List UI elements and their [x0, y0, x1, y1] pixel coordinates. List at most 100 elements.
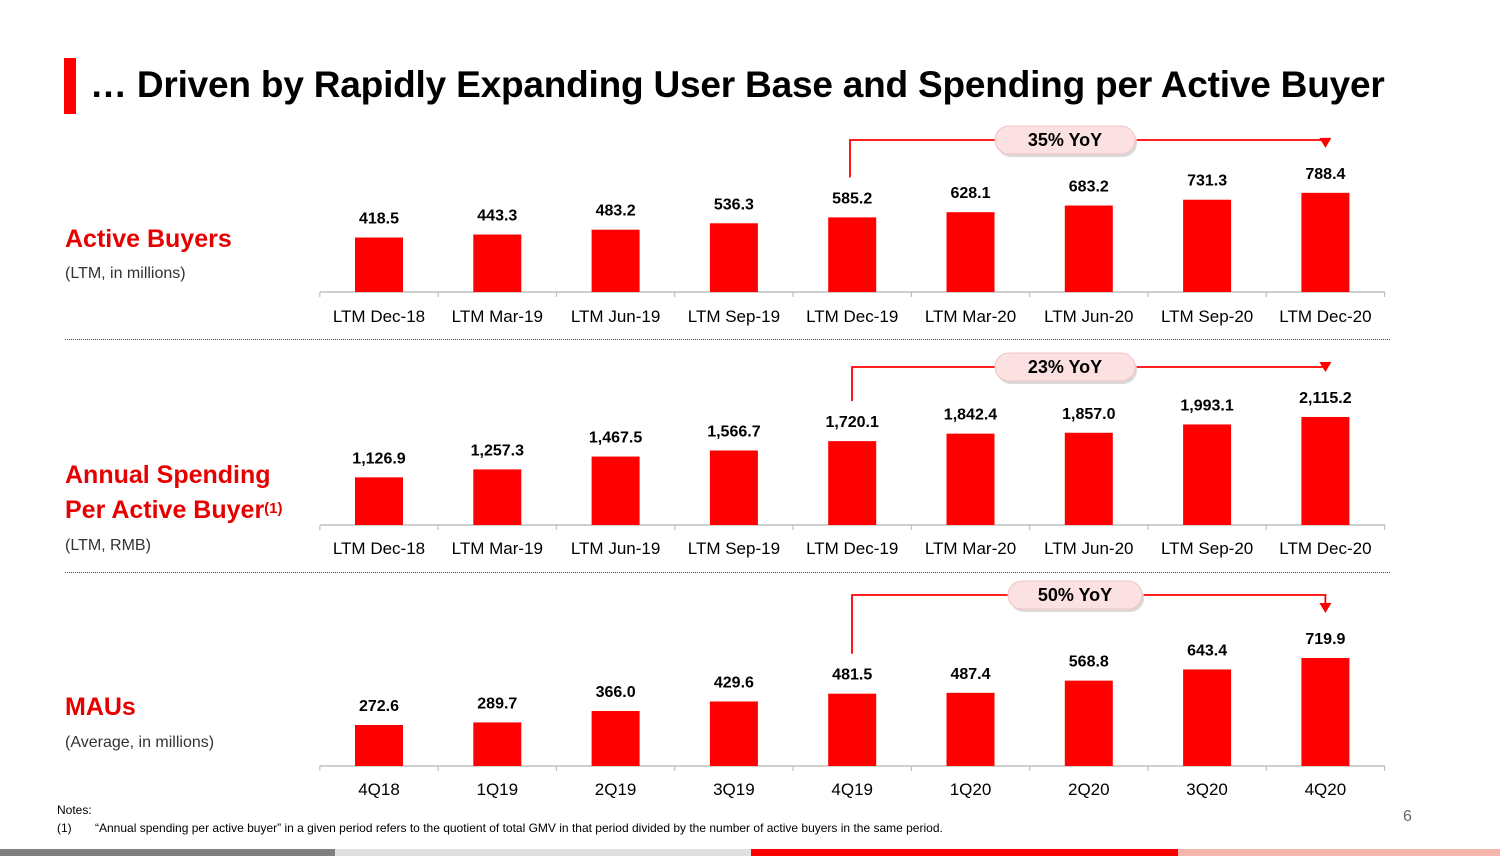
page-title: … Driven by Rapidly Expanding User Base … — [90, 64, 1385, 105]
x-tick-label: 2Q20 — [1068, 780, 1110, 799]
data-label: 731.3 — [1187, 173, 1227, 190]
title-accent-bar — [64, 58, 76, 114]
bar — [591, 229, 640, 292]
x-tick-label: LTM Dec-20 — [1279, 307, 1371, 326]
bar — [828, 693, 877, 766]
bar — [946, 433, 995, 525]
data-label: 683.2 — [1069, 179, 1109, 196]
yoy-pill — [994, 352, 1136, 382]
x-tick-label: 4Q19 — [831, 780, 873, 799]
bar — [473, 722, 522, 766]
notes-marker: (1) — [57, 821, 72, 835]
section-divider — [65, 339, 1390, 340]
notes-heading: Notes: — [57, 803, 92, 817]
x-tick-label: 2Q19 — [595, 780, 637, 799]
x-tick-label: LTM Sep-19 — [688, 539, 780, 558]
data-label: 536.3 — [714, 196, 754, 213]
bar — [1064, 432, 1113, 525]
x-tick-label: LTM Mar-20 — [925, 539, 1016, 558]
section-title-line2: Per Active Buyer(1) — [65, 496, 283, 524]
x-tick-label: LTM Jun-19 — [571, 307, 660, 326]
bar — [828, 441, 877, 525]
x-tick-label: LTM Dec-19 — [806, 307, 898, 326]
data-label: 2,115.2 — [1299, 390, 1352, 407]
section-title-maus: MAUs — [65, 693, 136, 721]
section-title-annual-spending: Annual Spending Per Active Buyer(1) — [65, 458, 283, 528]
footer-bar-red — [751, 849, 1178, 856]
bar — [709, 701, 758, 766]
data-label: 487.4 — [950, 666, 990, 683]
yoy-label: 23% YoY — [1028, 357, 1102, 377]
bar — [355, 725, 403, 766]
bar — [1183, 199, 1232, 292]
x-tick-label: LTM Sep-19 — [688, 307, 780, 326]
yoy-label: 50% YoY — [1038, 585, 1112, 605]
data-label: 443.3 — [477, 208, 517, 225]
x-tick-label: 4Q20 — [1305, 780, 1347, 799]
x-tick-label: LTM Sep-20 — [1161, 307, 1253, 326]
yoy-arrowhead — [1319, 603, 1332, 613]
notes-text: “Annual spending per active buyer” in a … — [95, 821, 943, 835]
bar — [1301, 658, 1350, 766]
data-label: 272.6 — [359, 698, 399, 715]
data-label: 1,126.9 — [352, 450, 405, 467]
data-label: 483.2 — [596, 203, 636, 220]
x-tick-label: 3Q20 — [1186, 780, 1228, 799]
bar — [946, 692, 995, 766]
bar — [1183, 669, 1232, 766]
data-label: 418.5 — [359, 211, 399, 228]
x-tick-label: 1Q19 — [477, 780, 519, 799]
bar — [1301, 192, 1350, 292]
x-tick-label: 3Q19 — [713, 780, 755, 799]
section-divider — [65, 572, 1390, 573]
bar — [709, 450, 758, 525]
x-tick-label: LTM Jun-19 — [571, 539, 660, 558]
data-label: 788.4 — [1305, 166, 1345, 183]
yoy-arrowhead — [1319, 361, 1332, 372]
footer-bar-pink — [1178, 849, 1500, 856]
yoy-label: 35% YoY — [1028, 130, 1102, 150]
x-tick-label: LTM Dec-20 — [1279, 539, 1371, 558]
bar — [946, 212, 995, 292]
bar — [828, 217, 877, 292]
footer-bar-gray — [0, 849, 335, 856]
bar — [355, 477, 403, 525]
x-tick-label: LTM Dec-18 — [333, 539, 425, 558]
data-label: 1,257.3 — [471, 442, 524, 459]
x-tick-label: LTM Dec-18 — [333, 307, 425, 326]
x-tick-label: LTM Mar-20 — [925, 307, 1016, 326]
data-label: 643.4 — [1187, 642, 1227, 659]
yoy-arrowhead — [1319, 137, 1332, 148]
bar — [1064, 680, 1113, 766]
bar — [1301, 416, 1350, 525]
x-tick-label: LTM Mar-19 — [452, 307, 543, 326]
x-tick-label: LTM Mar-19 — [452, 539, 543, 558]
data-label: 568.8 — [1069, 654, 1109, 671]
yoy-pill — [994, 125, 1136, 155]
bar — [1183, 424, 1232, 525]
data-label: 1,857.0 — [1062, 406, 1115, 423]
x-tick-label: 4Q18 — [358, 780, 400, 799]
yoy-pill — [1007, 580, 1143, 610]
footer-bar-light — [335, 849, 751, 856]
bar — [591, 711, 640, 766]
data-label: 585.2 — [832, 190, 872, 207]
bar — [1064, 205, 1113, 292]
bar — [473, 469, 522, 525]
x-tick-label: LTM Jun-20 — [1044, 539, 1133, 558]
data-label: 1,993.1 — [1180, 397, 1233, 414]
section-title-line1: Annual Spending — [65, 461, 271, 489]
section-subtitle-annual-spending: (LTM, RMB) — [65, 537, 151, 554]
page-number: 6 — [1403, 808, 1412, 825]
bar — [591, 456, 640, 525]
footnote-marker: (1) — [264, 500, 283, 517]
data-label: 289.7 — [477, 695, 517, 712]
data-label: 1,842.4 — [944, 407, 997, 424]
x-tick-label: LTM Sep-20 — [1161, 539, 1253, 558]
data-label: 719.9 — [1305, 631, 1345, 648]
section-title-active-buyers: Active Buyers — [65, 225, 232, 253]
data-label: 481.5 — [832, 667, 872, 684]
bar — [355, 237, 403, 292]
data-label: 1,720.1 — [826, 414, 879, 431]
